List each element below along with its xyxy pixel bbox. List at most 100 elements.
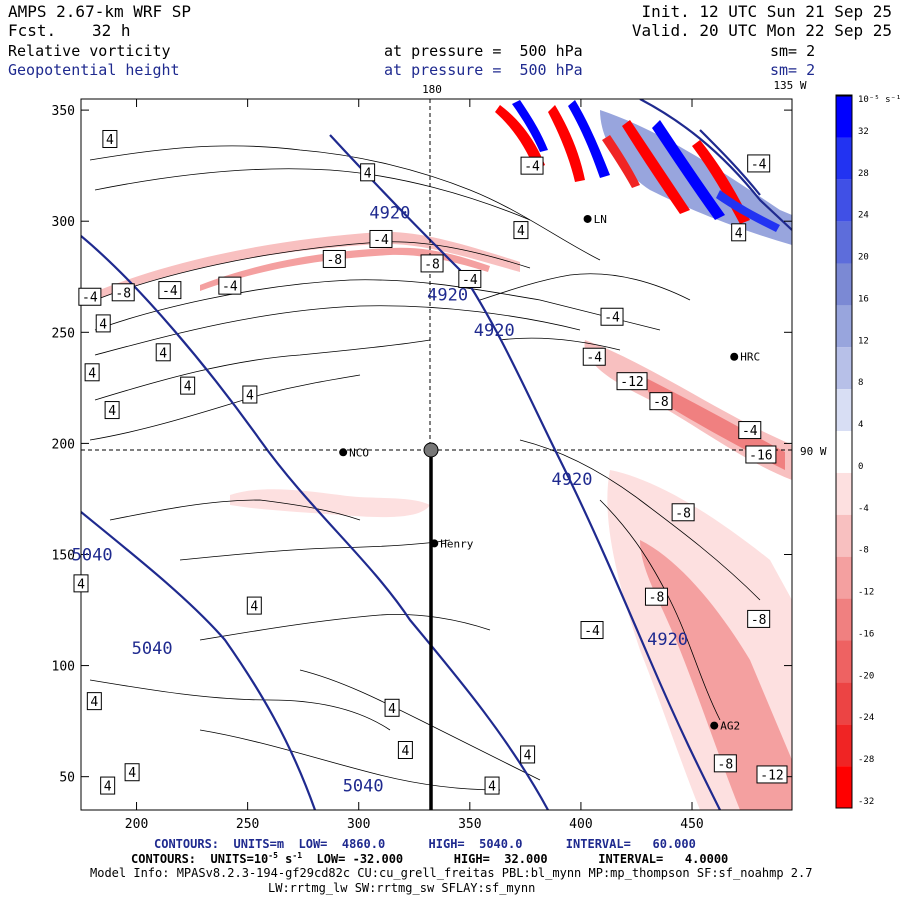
- colorbar-tick-label: -12: [858, 588, 874, 598]
- height-contour-label: 4920: [647, 630, 688, 650]
- field1-name: Relative vorticity: [8, 42, 171, 60]
- vorticity-contour-label: -4: [369, 229, 393, 248]
- field2-smoothing: sm= 2: [770, 61, 816, 79]
- vorticity-contour-label: 4: [155, 343, 171, 362]
- vorticity-label-text: -4: [162, 284, 178, 299]
- colorbar-swatch: [836, 640, 852, 683]
- vorticity-label-text: 4: [90, 695, 98, 710]
- vort-info-exp2: -1: [292, 851, 303, 860]
- vorticity-contour-label: 4: [246, 596, 262, 615]
- vorticity-label-text: 4: [388, 702, 396, 717]
- init-time: Init. 12 UTC Sun 21 Sep 25: [641, 2, 892, 21]
- vorticity-label-box: [102, 129, 118, 148]
- vorticity-label-text: -4: [604, 311, 620, 326]
- vorticity-label-text: -4: [524, 160, 540, 175]
- vorticity-contour-label: -8: [671, 503, 695, 522]
- vorticity-label-box: [397, 741, 413, 760]
- vorticity-label-box: [649, 392, 673, 411]
- vorticity-label-box: [322, 249, 346, 268]
- colorbar-swatch: [836, 682, 852, 725]
- colorbar-swatch: [836, 598, 852, 641]
- storm-red-streak-2: [548, 105, 585, 182]
- colorbar-swatch: [836, 431, 852, 473]
- vorticity-contour-label: -4: [78, 287, 102, 306]
- vorticity-contour-label: -16: [745, 445, 777, 464]
- colorbar-tick-label: 4: [858, 420, 863, 430]
- vorticity-label-text: 4: [77, 577, 85, 592]
- vorticity-contour-label: 4: [124, 763, 140, 782]
- vorticity-contour-label: -4: [600, 307, 624, 326]
- vorticity-label-text: 4: [735, 226, 743, 241]
- vort-contour: [89, 374, 361, 441]
- station-dot: [710, 721, 719, 730]
- vorticity-label-text: -4: [373, 233, 389, 248]
- vort-contour: [179, 539, 451, 561]
- vorticity-label-box: [745, 445, 777, 464]
- vorticity-label-text: -8: [653, 395, 669, 410]
- station-dot: [339, 448, 348, 457]
- x-tick-label: 350: [458, 817, 481, 832]
- vorticity-contour-label: 4: [484, 776, 500, 795]
- vorticity-label-text: 4: [517, 224, 525, 239]
- vorticity-contour-label: 4: [180, 376, 196, 395]
- vorticity-contour-label: 4: [73, 574, 89, 593]
- model-info: Model Info: MPASv8.2.3-194-gf29cd82c CU:…: [90, 866, 813, 880]
- field1-level: at pressure = 500 hPa: [384, 42, 583, 60]
- vorticity-contour-label: -12: [756, 765, 788, 784]
- station-label: LN: [594, 213, 607, 226]
- vorticity-label-box: [420, 254, 444, 273]
- vort-contour: [299, 669, 541, 781]
- vorticity-label-box: [84, 363, 100, 382]
- vorticity-contour-label: -4: [458, 269, 482, 288]
- vort-contour: [199, 729, 501, 791]
- vorticity-label-text: 4: [401, 744, 409, 759]
- y-tick-label: 250: [52, 326, 75, 341]
- vorticity-contour-label: -4: [218, 276, 242, 295]
- vorticity-label-text: 4: [106, 133, 114, 148]
- colorbar-tick-label: 0: [858, 462, 863, 472]
- vorticity-label-text: -4: [586, 351, 602, 366]
- vorticity-contour-label: -4: [582, 347, 606, 366]
- vorticity-label-text: 4: [108, 404, 116, 419]
- vorticity-label-text: 4: [184, 380, 192, 395]
- vort-contour: [499, 337, 621, 351]
- colorbar-tick-label: -24: [858, 713, 874, 723]
- vort-contour: [94, 241, 531, 301]
- height-contour-label: 5040: [343, 777, 384, 797]
- colorbar-tick-label: 12: [858, 336, 869, 346]
- y-tick-label: 50: [59, 771, 75, 786]
- colorbar-tick-label: 24: [858, 211, 869, 221]
- storm-red-streak-5: [602, 135, 640, 188]
- vorticity-label-text: 4: [128, 766, 136, 781]
- height-contour-label: 5040: [72, 545, 113, 565]
- y-axis-ticks: 50 100 150 200 250 300 350: [52, 104, 792, 786]
- vorticity-contour-label: -4: [580, 621, 604, 640]
- height-contour-info: CONTOURS: UNITS=m LOW= 4860.0 HIGH= 5040…: [154, 837, 696, 851]
- colorbar-unit: 10⁻⁵ s⁻¹: [858, 95, 900, 105]
- vorticity-contour-label: -8: [644, 587, 668, 606]
- colorbar-tick-label: 28: [858, 169, 869, 179]
- vorticity-contour-label: 4: [102, 129, 118, 148]
- vorticity-contour-label: -8: [747, 609, 771, 628]
- vorticity-contour-info: CONTOURS: UNITS=10-5 s-1 LOW= -32.000 HI…: [131, 851, 728, 866]
- vort-contour: [599, 499, 721, 721]
- vorticity-label-box: [513, 221, 529, 240]
- height-contour-label: 4920: [427, 286, 468, 306]
- colorbar-tick-label: -16: [858, 629, 874, 639]
- station-dot: [730, 352, 739, 361]
- x-tick-label: 300: [347, 817, 370, 832]
- vorticity-label-text: -12: [760, 768, 783, 783]
- vorticity-label-box: [158, 281, 182, 300]
- vorticity-contour-label: -8: [111, 283, 135, 302]
- forecast-label: Fcst.: [8, 21, 57, 40]
- colorbar-swatch: [836, 724, 852, 767]
- x-tick-label: 200: [125, 817, 148, 832]
- vorticity-label-box: [180, 376, 196, 395]
- colorbar-swatch: [836, 221, 852, 264]
- vorticity-label-box: [95, 314, 111, 333]
- vorticity-contour-label: 4: [242, 385, 258, 404]
- storm-blue-streak-3: [512, 100, 548, 152]
- vort-contour: [94, 305, 581, 356]
- vorticity-label-text: -4: [222, 280, 238, 295]
- vorticity-label-box: [644, 587, 668, 606]
